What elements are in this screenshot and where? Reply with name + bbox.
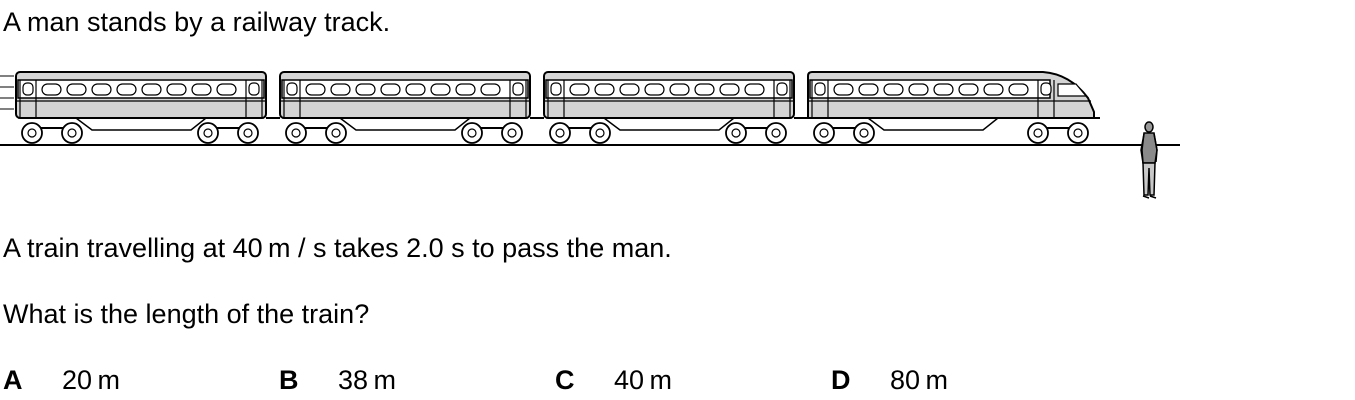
door-window: [286, 82, 298, 96]
wheel-hub: [1033, 128, 1043, 138]
passenger-window: [858, 83, 879, 96]
passenger-window: [355, 83, 376, 96]
option-c-value: 40 m: [614, 365, 672, 395]
passenger-window: [694, 83, 715, 96]
passenger-window: [480, 83, 501, 96]
passenger-window: [455, 83, 476, 96]
underframe: [546, 117, 792, 131]
passenger-window: [958, 83, 979, 96]
underframe: [810, 117, 1094, 131]
option-b-value: 38 m: [338, 365, 396, 395]
wheel-hub: [203, 128, 213, 138]
train-diagram: [0, 71, 1180, 199]
wheel-hub: [27, 128, 37, 138]
passenger-window: [305, 83, 326, 96]
wheel-hub: [555, 128, 565, 138]
wheel-hub: [243, 128, 253, 138]
underframe: [18, 117, 264, 131]
option-d-value: 80 m: [890, 365, 948, 395]
underframe: [282, 117, 528, 131]
cab-window: [1057, 83, 1088, 97]
option-d-letter: D: [831, 365, 851, 395]
passenger-window: [1008, 83, 1029, 96]
passenger-window: [619, 83, 640, 96]
door-window: [22, 82, 34, 96]
passenger-window: [330, 83, 351, 96]
door-window: [1040, 82, 1052, 96]
wheel-hub: [771, 128, 781, 138]
wheel-hub: [595, 128, 605, 138]
wheel-hub: [291, 128, 301, 138]
passenger-window: [380, 83, 401, 96]
passenger-window: [66, 83, 87, 96]
door-window: [550, 82, 562, 96]
passenger-window: [166, 83, 187, 96]
passenger-window: [933, 83, 954, 96]
door-window: [512, 82, 524, 96]
wheel-hub: [507, 128, 517, 138]
passenger-window: [141, 83, 162, 96]
wheel-hub: [1073, 128, 1083, 138]
door-window: [814, 82, 826, 96]
passenger-window: [833, 83, 854, 96]
option-a-letter: A: [3, 365, 23, 395]
statement-text: A train travelling at 40 m / s takes 2.0…: [3, 233, 672, 263]
passenger-window: [405, 83, 426, 96]
option-a-value: 20 m: [62, 365, 120, 395]
intro-text: A man stands by a railway track.: [3, 7, 391, 37]
passenger-window: [883, 83, 904, 96]
option-b-letter: B: [279, 365, 299, 395]
passenger-window: [719, 83, 740, 96]
door-window: [248, 82, 260, 96]
passenger-window: [116, 83, 137, 96]
passenger-window: [216, 83, 237, 96]
wheel-hub: [467, 128, 477, 138]
passenger-window: [594, 83, 615, 96]
train: [0, 71, 1100, 144]
wheel-hub: [331, 128, 341, 138]
question-text: What is the length of the train?: [3, 299, 370, 329]
passenger-window: [644, 83, 665, 96]
wheel-hub: [819, 128, 829, 138]
passenger-window: [430, 83, 451, 96]
passenger-window: [191, 83, 212, 96]
option-c-letter: C: [555, 365, 575, 395]
passenger-window: [744, 83, 765, 96]
passenger-window: [91, 83, 112, 96]
wheel-hub: [67, 128, 77, 138]
passenger-window: [669, 83, 690, 96]
wheel-hub: [859, 128, 869, 138]
wheel-hub: [731, 128, 741, 138]
man-figure: [1140, 121, 1158, 199]
passenger-window: [569, 83, 590, 96]
door-window: [776, 82, 788, 96]
passenger-window: [41, 83, 62, 96]
passenger-window: [983, 83, 1004, 96]
passenger-window: [908, 83, 929, 96]
